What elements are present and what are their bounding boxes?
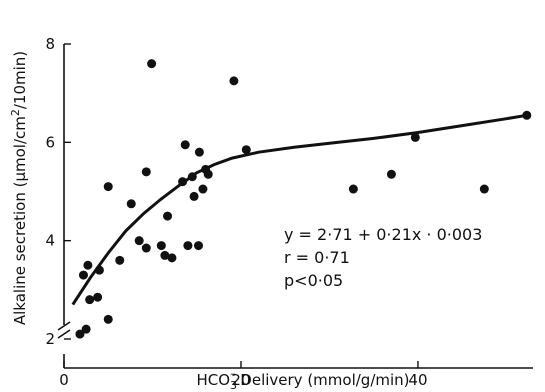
data-point [229,76,239,86]
data-point [187,172,197,182]
annotation-equation: y = 2·71 + 0·21x · 0·003 [284,225,482,244]
data-point [94,265,104,275]
y-tick-label: 4 [45,232,55,250]
y-axis-label: Alkaline secretion (µmol/cm2/10min) [9,51,29,325]
data-point [194,241,204,251]
data-point [241,145,251,155]
data-point [203,169,213,179]
data-point [85,295,95,305]
data-point [141,167,151,177]
data-point [348,184,358,194]
data-point [167,253,177,263]
data-point [479,184,489,194]
data-point [522,110,532,120]
fit-curve-layer [71,113,528,306]
fit-curve [71,113,528,306]
data-point [183,241,193,251]
data-point [103,314,113,324]
data-point [410,132,420,142]
data-point [189,191,199,201]
data-point [126,199,136,209]
x-tick-label: 0 [59,371,69,389]
x-tick-label: 20 [231,371,250,389]
data-point [147,59,157,69]
annotation-r-value: r = 0·71 [284,248,350,267]
data-point [83,260,93,270]
ticks: 0 20 40 2 4 6 8 [45,35,427,389]
data-point [386,169,396,179]
x-axis-label: HCO3– Delivery (mmol/g/min) [196,367,409,392]
data-point [93,292,103,302]
data-point [156,241,166,251]
data-point [198,184,208,194]
y-axis-break-mark [57,321,71,339]
data-point [194,147,204,157]
data-point [81,324,91,334]
data-points [75,59,532,339]
x-tick-label: 40 [408,371,427,389]
annotation-p-value: p<0·05 [284,271,343,290]
axes [57,44,533,369]
data-point [115,255,125,265]
y-tick-label: 6 [45,133,55,151]
y-tick-label: 2 [45,330,55,348]
data-point [163,211,173,221]
data-point [78,270,88,280]
data-point [75,329,85,339]
data-point [103,182,113,192]
data-point [160,250,170,260]
data-point [180,140,190,150]
y-tick-label: 8 [45,35,55,53]
data-point [134,236,144,246]
data-point [141,243,151,253]
data-point [178,177,188,187]
